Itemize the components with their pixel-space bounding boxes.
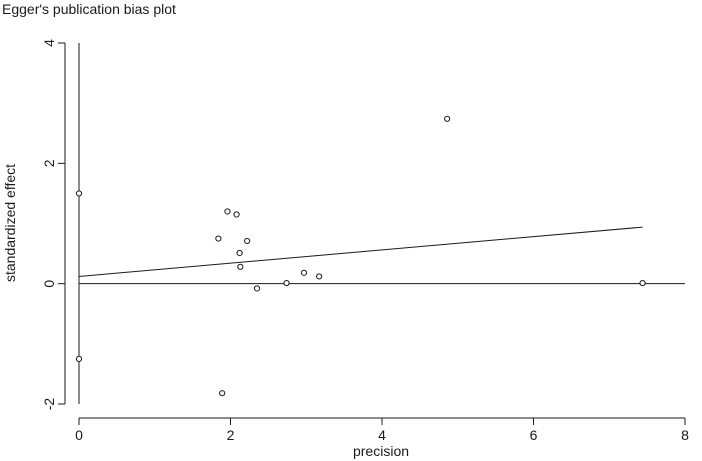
reference-lines bbox=[78, 43, 685, 404]
x-tick-label: 2 bbox=[227, 427, 235, 443]
chart-title: Egger's publication bias plot bbox=[2, 1, 176, 17]
data-point bbox=[75, 355, 83, 362]
x-tick-label: 8 bbox=[681, 427, 689, 443]
y-tick-label: 4 bbox=[41, 39, 57, 47]
data-point bbox=[224, 208, 231, 215]
data-points bbox=[75, 115, 646, 397]
x-tick-label: 0 bbox=[75, 427, 83, 443]
data-point bbox=[233, 211, 240, 218]
data-point bbox=[639, 279, 646, 287]
x-axis-label: precision bbox=[353, 443, 409, 459]
data-point bbox=[283, 279, 290, 287]
y-ticks: -2 0 2 4 bbox=[41, 39, 65, 410]
data-point bbox=[75, 190, 83, 197]
y-tick-label: 2 bbox=[41, 159, 57, 167]
data-point bbox=[215, 235, 222, 242]
x-ticks: 0 2 4 6 8 bbox=[75, 418, 689, 443]
y-tick-label: -2 bbox=[41, 398, 57, 411]
data-point bbox=[219, 390, 226, 397]
regression-line-group bbox=[78, 226, 643, 277]
data-point bbox=[316, 273, 323, 280]
data-point bbox=[300, 269, 308, 276]
axes bbox=[64, 43, 685, 419]
data-point bbox=[236, 249, 243, 257]
data-point bbox=[444, 115, 451, 122]
x-tick-label: 4 bbox=[378, 427, 386, 443]
y-axis-label: standardized effect bbox=[2, 164, 18, 282]
regression-line bbox=[78, 226, 643, 277]
data-point bbox=[244, 237, 251, 245]
data-point bbox=[237, 263, 244, 270]
x-tick-label: 6 bbox=[530, 427, 538, 443]
data-point bbox=[253, 285, 261, 292]
y-tick-label: 0 bbox=[41, 280, 57, 288]
